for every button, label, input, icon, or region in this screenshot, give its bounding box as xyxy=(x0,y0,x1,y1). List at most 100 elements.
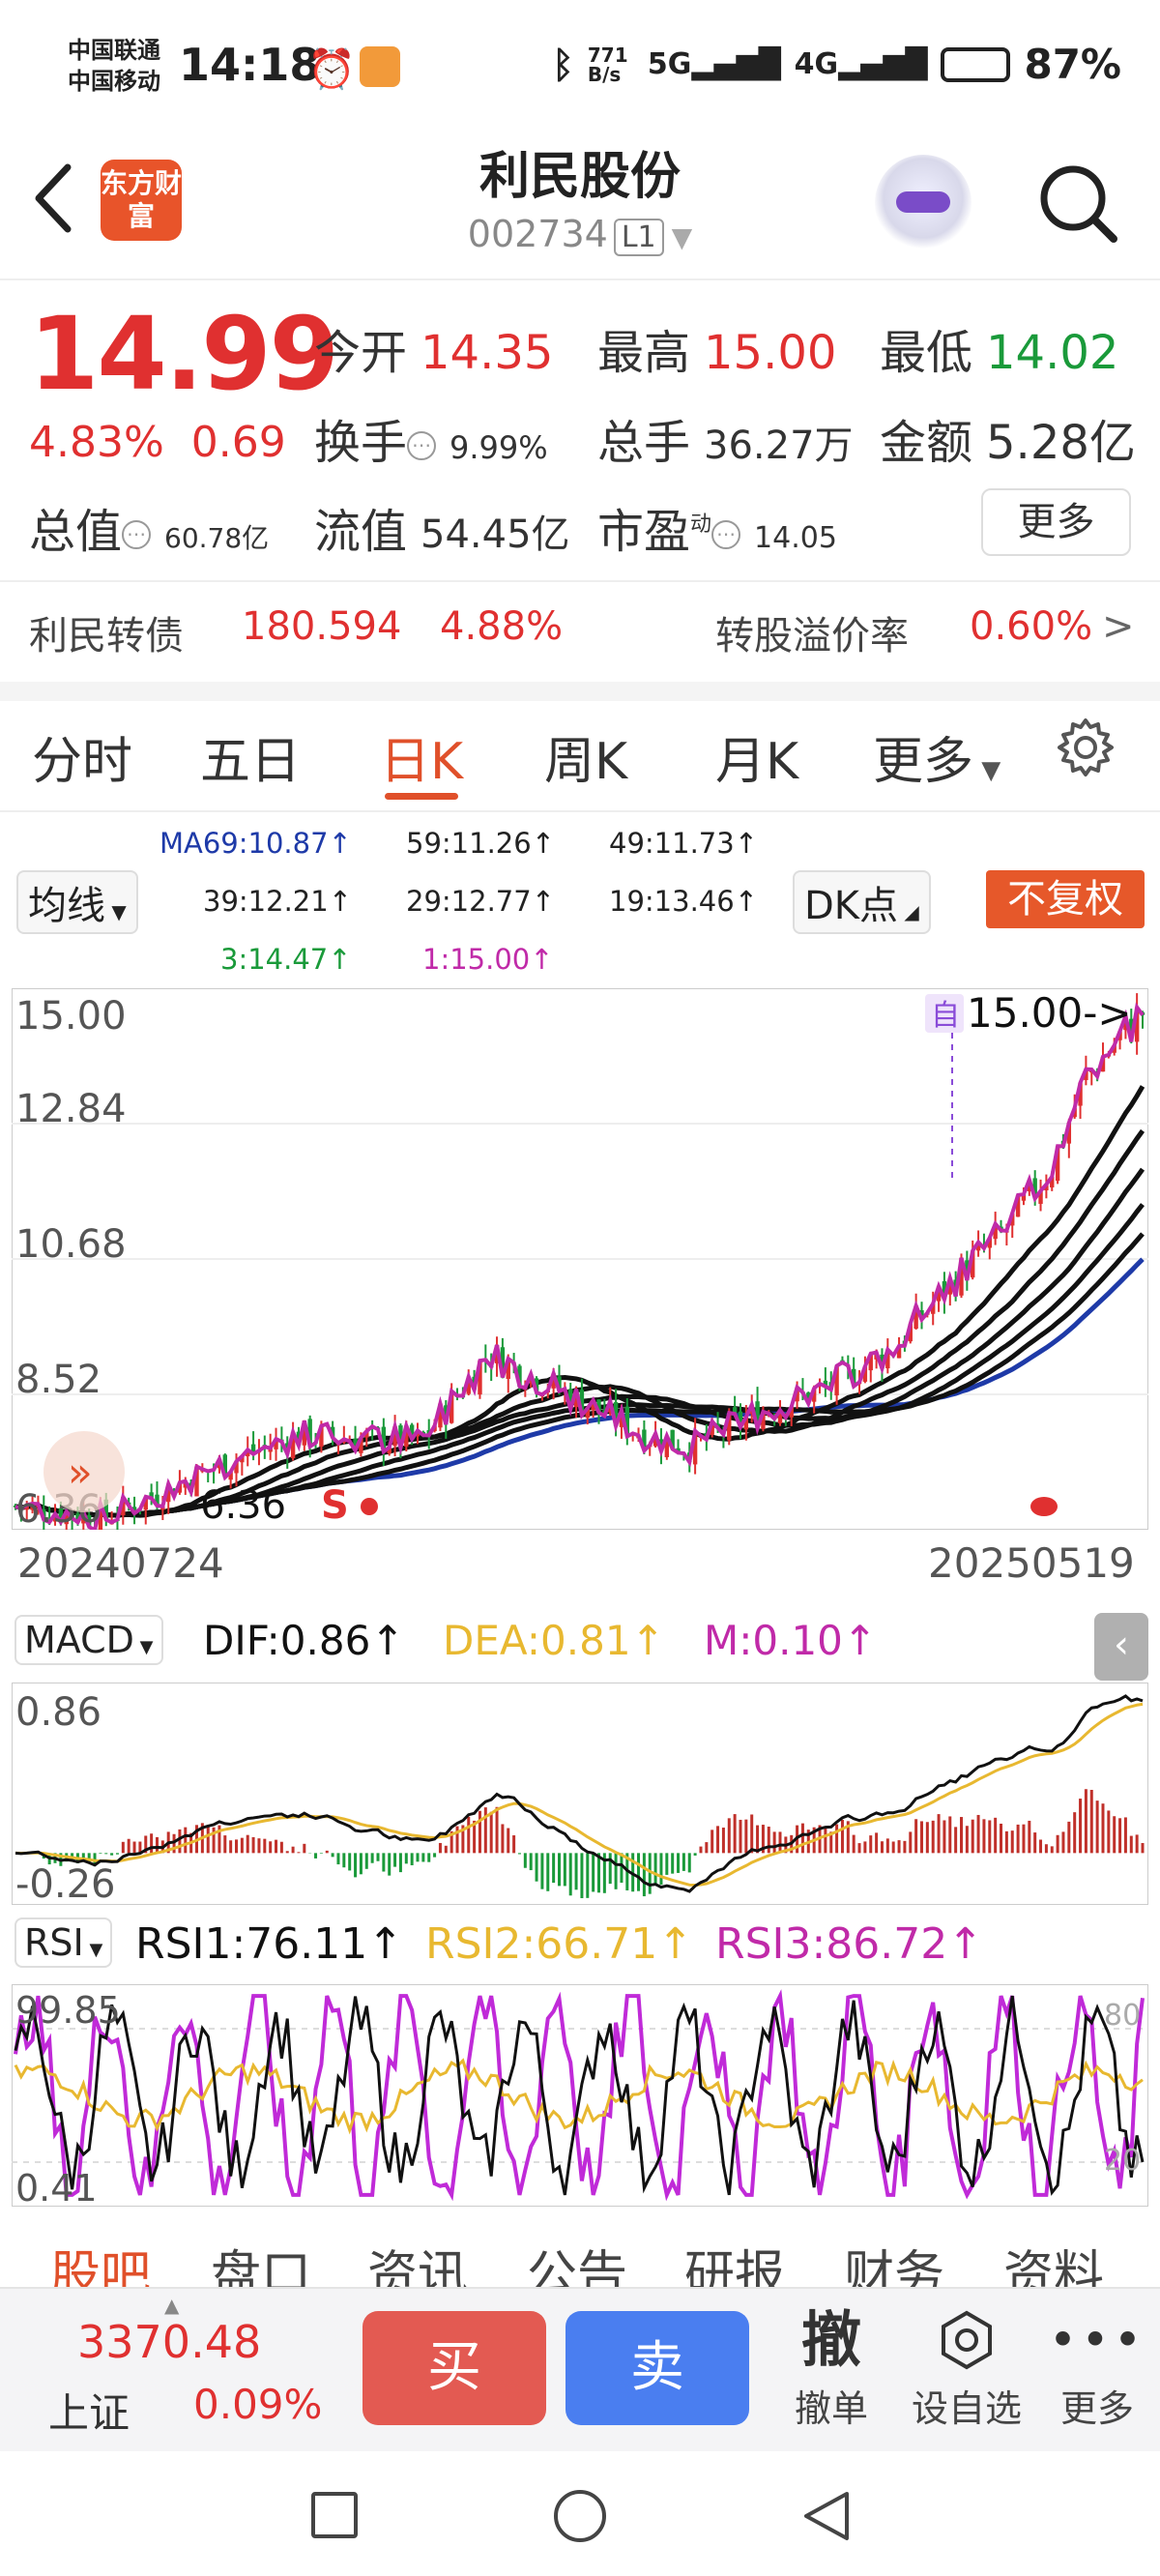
premium-label: 转股溢价率 xyxy=(715,614,909,659)
candle xyxy=(727,1413,732,1441)
ma69-value: MA69:10.87↑ xyxy=(160,827,352,860)
carrier-label: 中国联通 中国移动 xyxy=(68,37,160,95)
candle xyxy=(392,1426,397,1447)
start-date: 20240724 xyxy=(17,1539,224,1587)
candle xyxy=(1100,1056,1106,1072)
candle xyxy=(987,1237,992,1248)
pe-ratio: 市盈动 ⋯ 14.05 xyxy=(597,505,837,559)
candle xyxy=(307,1419,312,1448)
candle xyxy=(506,1359,510,1380)
low-marker: 6.36 xyxy=(200,1483,286,1528)
app-logo[interactable]: 东方财富 xyxy=(101,160,182,241)
candle xyxy=(755,1401,760,1429)
indicator-selector[interactable]: 均线 ▼ xyxy=(16,870,138,934)
info-icon[interactable]: ⋯ xyxy=(711,520,741,549)
total-volume: 总手 36.27万 xyxy=(597,416,854,470)
candle xyxy=(274,1439,278,1449)
candle xyxy=(596,1399,601,1413)
stock-name: 利民股份 xyxy=(478,148,681,206)
ma19-value: 19:13.46↑ xyxy=(609,885,758,918)
bond-pct: 4.88% xyxy=(440,604,564,649)
candle xyxy=(880,1354,884,1369)
search-icon[interactable] xyxy=(1034,160,1121,247)
more-quote-button[interactable]: 更多 xyxy=(981,488,1131,556)
candle xyxy=(959,1257,964,1296)
candle xyxy=(551,1373,556,1389)
macd-chart[interactable]: 0.86 -0.26 xyxy=(12,1683,1148,1905)
candle xyxy=(30,1503,35,1510)
tab-weekly-k[interactable]: 周K xyxy=(544,733,628,791)
candle xyxy=(942,1281,947,1300)
macd-selector[interactable]: MACD ▼ xyxy=(14,1615,163,1665)
candle xyxy=(777,1410,783,1423)
high-marker: 15.00-> xyxy=(967,989,1132,1037)
rsi-level-high: 80 xyxy=(1104,1999,1141,2033)
back-arrow-icon[interactable] xyxy=(29,160,77,237)
net-speed: 771 B/s xyxy=(587,43,628,86)
rsi1-value: RSI1:76.11↑ xyxy=(135,1919,404,1969)
home-icon[interactable] xyxy=(554,2490,606,2542)
y-tick: 10.68 xyxy=(15,1222,127,1267)
candle xyxy=(1044,1184,1049,1191)
candle xyxy=(155,1494,160,1507)
candle xyxy=(381,1426,387,1452)
tab-daily-k[interactable]: 日K xyxy=(380,733,464,791)
bluetooth-icon: ᛒ xyxy=(552,43,574,86)
candle xyxy=(240,1456,245,1463)
ma3-value: 3:14.47↑ xyxy=(220,943,352,976)
signal-5g-icon: 5G▂▄▆█ xyxy=(647,47,781,81)
recent-apps-icon[interactable] xyxy=(311,2492,358,2538)
rsi-selector[interactable]: RSI ▼ xyxy=(14,1917,113,1968)
status-bar: 中国联通 中国移动 14:18 ⏰ ᛒ 771 B/s 5G▂▄▆█ 4G▂▄▆… xyxy=(0,0,1160,145)
premium-value: 0.60% xyxy=(970,604,1093,649)
tab-monthly-k[interactable]: 月K xyxy=(715,733,799,791)
candle xyxy=(738,1411,743,1427)
tab-five-day[interactable]: 五日 xyxy=(200,733,302,791)
dk-point-selector[interactable]: DK点 ◢ xyxy=(793,870,931,934)
candle xyxy=(500,1347,506,1378)
sell-signal: S xyxy=(321,1483,349,1528)
candle xyxy=(13,1505,18,1508)
level-tag: L1 xyxy=(613,219,664,256)
candle xyxy=(579,1390,585,1416)
rsi-chart[interactable]: 99.85 0.41 80 20 xyxy=(12,1984,1148,2207)
sell-button[interactable]: 卖 xyxy=(566,2311,749,2425)
cancel-order-button[interactable]: 撤 撤单 xyxy=(773,2301,889,2432)
candle xyxy=(166,1483,171,1503)
buy-button[interactable]: 买 xyxy=(362,2311,546,2425)
info-icon[interactable]: ⋯ xyxy=(122,520,152,549)
tab-intraday[interactable]: 分时 xyxy=(32,733,133,791)
tab-more[interactable]: 更多 ▼ xyxy=(873,733,1001,791)
candle xyxy=(228,1471,233,1480)
candle xyxy=(834,1365,839,1396)
candle xyxy=(404,1425,409,1447)
index-value[interactable]: 3370.48 xyxy=(77,2316,262,2368)
candle xyxy=(642,1429,647,1451)
kline-chart[interactable]: 15.00 12.84 10.68 8.52 6.36 自 15.00-> » … xyxy=(12,988,1148,1530)
ma29-value: 29:12.77↑ xyxy=(406,885,555,918)
last-price: 14.99 xyxy=(29,295,339,413)
candle xyxy=(1078,1082,1083,1106)
collapse-panel-icon[interactable]: ‹ xyxy=(1094,1613,1148,1681)
adjust-button[interactable]: 不复权 xyxy=(986,870,1145,928)
battery-level: 87% xyxy=(1024,41,1121,88)
ma-line-29 xyxy=(14,1128,1146,1518)
info-icon[interactable]: ⋯ xyxy=(407,431,437,460)
alarm-icon: ⏰ xyxy=(307,47,356,92)
gear-icon[interactable] xyxy=(1054,716,1117,779)
more-actions-button[interactable]: ••• 更多 xyxy=(1039,2301,1155,2432)
open-price: 今开 14.35 xyxy=(314,326,554,380)
add-watchlist-button[interactable]: 设自选 xyxy=(904,2301,1030,2432)
candle xyxy=(585,1408,590,1419)
candle xyxy=(353,1438,358,1451)
back-nav-icon[interactable] xyxy=(800,2490,853,2542)
macd-dea: DEA:0.81↑ xyxy=(443,1617,665,1664)
candle xyxy=(1015,1194,1021,1217)
candle xyxy=(811,1388,817,1402)
candle xyxy=(795,1387,799,1402)
ai-assistant-avatar[interactable] xyxy=(875,155,972,251)
candle xyxy=(149,1492,154,1499)
convertible-bond-row[interactable] xyxy=(0,580,1160,682)
stock-code-selector[interactable]: 002734 L1 ▼ xyxy=(0,213,1160,256)
high-price: 最高 15.00 xyxy=(597,326,837,380)
